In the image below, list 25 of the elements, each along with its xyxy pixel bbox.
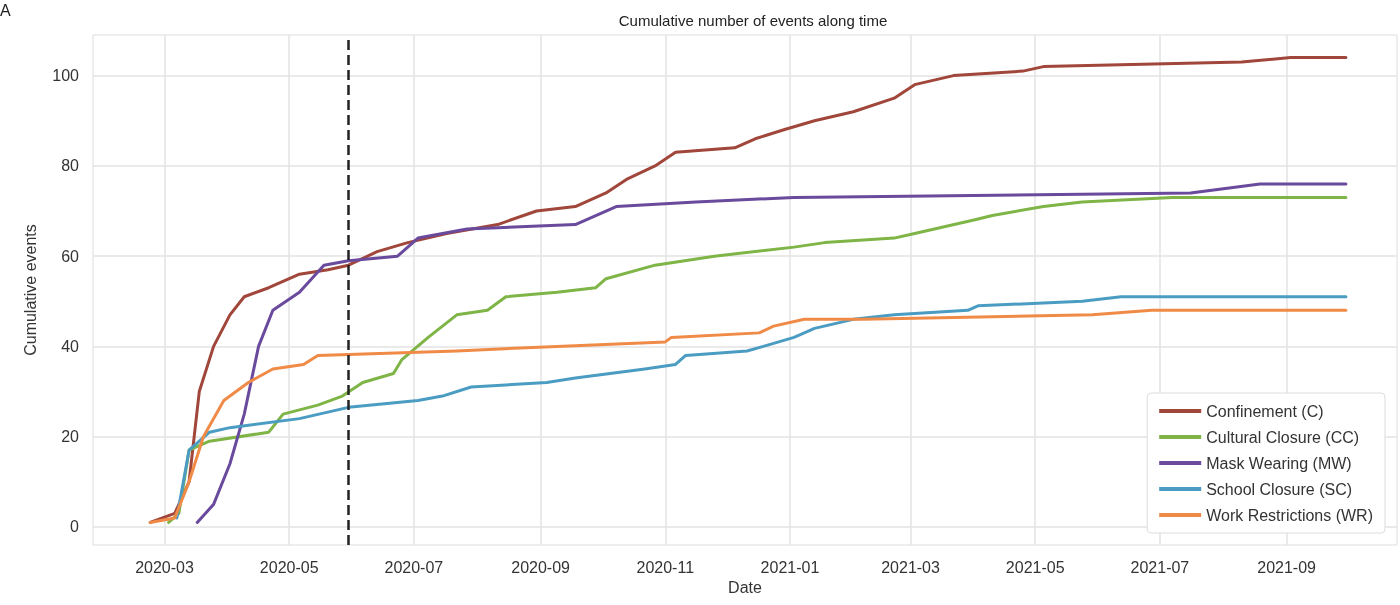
x-tick-label: 2020-11 — [636, 558, 695, 576]
x-tick-label: 2020-05 — [259, 558, 319, 576]
x-tick-label: 2020-07 — [384, 558, 444, 576]
legend-label: Cultural Closure (CC) — [1206, 428, 1360, 446]
y-tick-label: 80 — [61, 157, 80, 175]
legend-label: Mask Wearing (MW) — [1206, 454, 1352, 472]
x-axis-title: Date — [728, 579, 762, 597]
x-tick-label: 2020-03 — [135, 558, 194, 576]
y-tick-label: 0 — [70, 518, 80, 536]
legend-label: Confinement (C) — [1206, 402, 1324, 420]
x-tick-label: 2021-01 — [760, 558, 820, 576]
chart-title: Cumulative number of events along time — [618, 12, 888, 29]
y-axis-title: Cumulative events — [21, 224, 39, 356]
y-tick-label: 40 — [61, 337, 80, 355]
legend-label: Work Restrictions (WR) — [1206, 506, 1374, 524]
x-tick-label: 2021-03 — [881, 558, 941, 576]
y-tick-label: 100 — [52, 67, 80, 85]
legend-label: School Closure (SC) — [1206, 480, 1353, 498]
x-tick-label: 2021-05 — [1005, 558, 1065, 576]
x-tick-label: 2020-09 — [511, 558, 571, 576]
text: A — [0, 1, 11, 19]
y-tick-label: 20 — [61, 428, 80, 446]
x-tick-label: 2021-09 — [1257, 558, 1317, 576]
x-tick-label: 2021-07 — [1130, 558, 1190, 576]
y-tick-label: 60 — [61, 247, 80, 265]
